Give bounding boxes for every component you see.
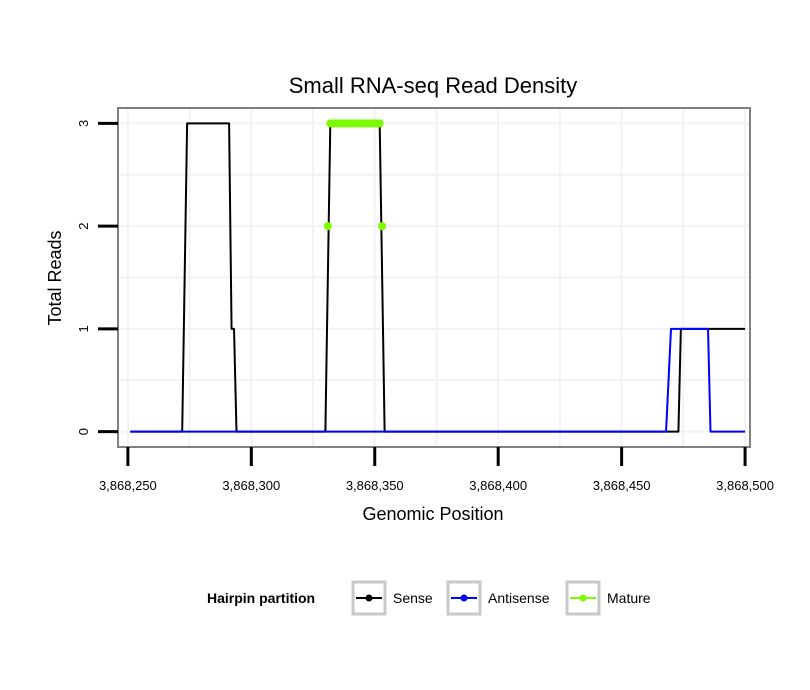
mature-point — [378, 222, 387, 231]
legend-key-dot-antisense — [460, 594, 468, 602]
y-tick-label: 2 — [76, 223, 91, 230]
y-tick-label: 3 — [76, 120, 91, 127]
mature-point — [323, 222, 332, 231]
x-axis-label: Genomic Position — [362, 504, 503, 524]
legend-item-mature: Mature — [565, 580, 651, 616]
legend-item-antisense: Antisense — [446, 580, 550, 616]
legend-key-dot-mature — [579, 594, 587, 602]
y-tick-label: 0 — [76, 428, 91, 435]
x-tick-label: 3,868,500 — [716, 478, 774, 493]
y-axis-label: Total Reads — [45, 230, 65, 325]
legend-key-dot-sense — [365, 594, 373, 602]
grid — [118, 108, 750, 447]
series-line-antisense — [130, 327, 746, 433]
legend-title: Hairpin partition — [207, 590, 315, 606]
axes: 0 1 2 3 3,868,250 3,868,300 3,868,350 3,868,400… — [76, 120, 774, 493]
plot-panel-border — [117, 107, 751, 448]
series — [130, 119, 746, 433]
legend-label-antisense: Antisense — [488, 590, 550, 606]
legend-label-mature: Mature — [607, 590, 651, 606]
x-tick-label: 3,868,300 — [222, 478, 280, 493]
y-tick-label: 1 — [76, 325, 91, 332]
legend-item-sense: Sense — [351, 580, 433, 616]
chart-title: Small RNA-seq Read Density — [289, 73, 578, 98]
x-tick-label: 3,868,350 — [346, 478, 404, 493]
legend: Hairpin partition Sense Antisense Mature — [207, 580, 651, 616]
x-tick-label: 3,868,450 — [593, 478, 651, 493]
x-tick-label: 3,868,250 — [99, 478, 157, 493]
legend-label-sense: Sense — [393, 590, 433, 606]
x-tick-label: 3,868,400 — [469, 478, 527, 493]
mature-point — [375, 119, 384, 128]
